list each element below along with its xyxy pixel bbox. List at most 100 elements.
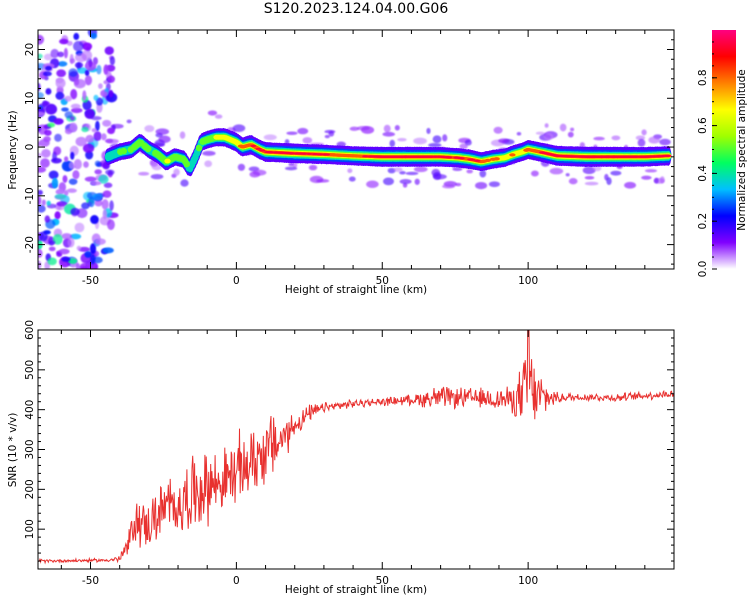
y-tick-label: 300 — [24, 439, 36, 459]
noise-blob — [549, 167, 564, 175]
noise-blob — [48, 240, 56, 245]
noise-blob — [48, 170, 59, 180]
noise-blob — [40, 158, 50, 168]
noise-blob — [98, 83, 103, 90]
noise-blob — [47, 122, 56, 128]
colorbar-tick-label: 0.6 — [697, 117, 709, 134]
noise-blob — [426, 127, 431, 134]
noise-blob — [89, 243, 97, 255]
noise-blob — [530, 170, 539, 177]
noise-blob — [45, 103, 58, 115]
noise-blob — [68, 68, 78, 77]
noise-blob — [47, 257, 57, 266]
ridge-cell — [164, 158, 171, 164]
colorbar-tick-label: 0.8 — [697, 69, 709, 86]
colorbar-tick-label: 0.2 — [697, 213, 709, 230]
noise-blob — [126, 119, 132, 124]
colorbar-tick-label: 0.0 — [697, 261, 709, 278]
noise-blob — [56, 201, 68, 207]
noise-blob — [85, 150, 94, 160]
noise-blob — [138, 171, 150, 176]
noise-blob — [82, 90, 87, 101]
ridge-cell — [267, 151, 275, 154]
noise-blob — [399, 179, 412, 185]
noise-blob — [567, 131, 574, 138]
noise-blob — [105, 169, 115, 176]
noise-blob — [38, 111, 46, 116]
y-tick-label: -10 — [24, 187, 36, 204]
noise-blob — [543, 133, 554, 141]
noise-blob — [565, 173, 570, 177]
noise-blob — [39, 231, 48, 242]
ridge-cell — [145, 145, 152, 153]
noise-blob — [55, 77, 66, 89]
noise-blob — [637, 138, 646, 147]
noise-blob — [38, 166, 47, 173]
noise-blob — [648, 136, 661, 144]
noise-blob — [393, 167, 403, 172]
noise-blob — [44, 215, 51, 223]
noise-blob — [67, 258, 78, 264]
noise-blob — [433, 174, 447, 180]
noise-blob — [593, 136, 605, 141]
noise-blob — [641, 129, 647, 136]
noise-blob — [63, 47, 68, 59]
noise-blob — [155, 128, 170, 135]
noise-blob — [173, 168, 180, 176]
noise-blob — [103, 64, 109, 75]
ridge-cell — [484, 158, 492, 162]
noise-blob — [641, 175, 652, 180]
noise-blob — [70, 107, 83, 114]
noise-blob — [286, 131, 298, 135]
noise-blob — [95, 120, 100, 132]
noise-blob — [38, 105, 44, 110]
noise-blob — [58, 248, 70, 255]
x-tick-label: 0 — [233, 275, 240, 287]
noise-blob — [624, 181, 637, 189]
noise-blob — [45, 65, 52, 71]
noise-blob — [328, 130, 335, 137]
noise-blob — [53, 146, 62, 156]
noise-blob — [82, 42, 93, 51]
noise-blob — [101, 199, 109, 210]
noise-blob — [568, 178, 578, 185]
noise-blob — [61, 107, 69, 112]
noise-blob — [237, 163, 246, 171]
noise-blob — [74, 62, 84, 69]
noise-blob — [70, 88, 78, 100]
noise-blob — [442, 184, 455, 189]
noise-blob — [57, 61, 68, 67]
colorbar-ticks: 0.0 0.2 0.4 0.6 0.8 — [697, 41, 717, 278]
noise-blob — [104, 46, 114, 55]
noise-blob — [464, 139, 472, 146]
y-tick-label: 600 — [24, 320, 36, 340]
noise-blob — [263, 134, 277, 141]
noise-blob — [64, 111, 73, 119]
noise-blob — [535, 131, 545, 135]
noise-blob — [413, 137, 427, 145]
noise-blob — [488, 181, 500, 188]
noise-blob — [51, 177, 59, 189]
noise-blob — [659, 138, 671, 146]
noise-blob — [83, 161, 89, 168]
noise-blob — [394, 125, 400, 131]
noise-blob — [452, 167, 463, 171]
noise-blob — [69, 58, 76, 64]
noise-blob — [42, 101, 50, 106]
noise-blob — [252, 169, 267, 176]
noise-blob — [54, 211, 61, 220]
noise-blob — [414, 178, 420, 186]
noise-blob — [106, 219, 115, 231]
noise-blob — [399, 171, 406, 175]
noise-blob — [559, 123, 567, 132]
ridge-cell — [195, 144, 203, 152]
noise-blob — [202, 150, 216, 156]
noise-blob — [582, 166, 596, 175]
noise-blob — [81, 126, 89, 133]
noise-blob — [76, 245, 82, 251]
noise-blob — [94, 238, 106, 245]
noise-blob — [64, 95, 73, 102]
noise-blob — [103, 182, 113, 188]
noise-blob — [94, 160, 101, 167]
noise-blob — [45, 88, 52, 95]
